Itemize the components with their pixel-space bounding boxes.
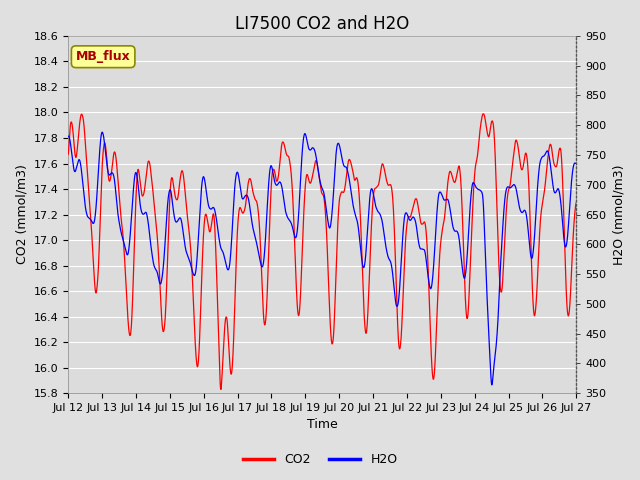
H2O [99,129,106,135]
CO2 [64,151,72,157]
CO2 [217,386,225,392]
H2O [64,133,72,139]
CO2 [479,111,487,117]
CO2 [282,146,289,152]
Legend: CO2, H2O: CO2, H2O [237,448,403,471]
Y-axis label: CO2 (mmol/m3): CO2 (mmol/m3) [15,165,28,264]
H2O [563,241,570,247]
CO2 [563,297,570,303]
H2O [282,207,289,213]
H2O [572,161,580,167]
CO2 [152,222,160,228]
H2O [488,382,496,388]
H2O [259,262,267,267]
Text: MB_flux: MB_flux [76,50,131,63]
H2O [152,268,160,274]
H2O [508,183,516,189]
H2O [122,250,130,255]
Line: H2O: H2O [68,132,576,385]
Y-axis label: H2O (mmol/m3): H2O (mmol/m3) [612,164,625,265]
Line: CO2: CO2 [68,114,576,389]
Title: LI7500 CO2 and H2O: LI7500 CO2 and H2O [235,15,410,33]
CO2 [122,283,130,288]
X-axis label: Time: Time [307,419,337,432]
CO2 [572,200,580,205]
CO2 [508,167,516,172]
CO2 [259,307,267,313]
